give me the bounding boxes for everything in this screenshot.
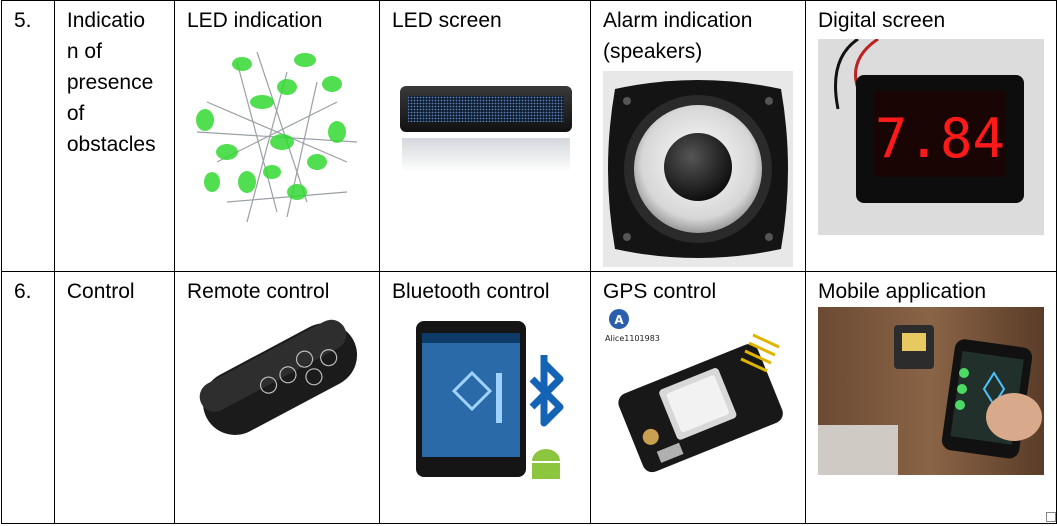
cell-label: Mobile application [817,280,987,303]
row-number: 6. [1,271,55,524]
cell-digital-screen: Digital screen 7.84 [804,0,1057,272]
row-number: 5. [1,0,55,272]
cell-remote-control: Remote control [173,271,380,524]
cell-label: Alarm indication (speakers) [602,9,753,63]
speaker-icon [602,71,793,267]
cell-label: Digital screen [817,9,946,32]
cell-label: LED screen [391,9,502,32]
cell-led-screen: LED screen [378,0,591,272]
cell-label: LED indication [186,9,323,32]
cell-label: GPS control [602,280,717,303]
row-category: Indicatio n of presence of obstacles [53,0,175,272]
table-row: 6. Control Remote control [1,271,1057,524]
cell-label: Remote control [186,280,330,303]
mobile-app-robot-icon [817,307,1044,475]
led-name-badge-icon [391,42,578,202]
cell-mobile-application: Mobile application [804,271,1057,524]
row-category: Control [53,271,175,524]
watermark-text: Alice1101983 [605,334,660,343]
cell-gps-control: GPS control A Alice1101983 [589,271,806,524]
table-resize-handle[interactable] [1046,512,1056,522]
cell-led-indication: LED indication [173,0,380,272]
remote-control-icon [186,309,367,459]
cell-alarm-indication: Alarm indication (speakers) [589,0,806,272]
gps-module-icon: A Alice1101983 [602,307,793,477]
cell-label: Bluetooth control [391,280,550,303]
table-row: 5. Indicatio n of presence of obstacles … [1,0,1057,272]
digital-voltmeter-icon: 7.84 [817,39,1044,235]
svg-text:A: A [614,313,624,327]
cell-bluetooth-control: Bluetooth control [378,271,591,524]
phone-bluetooth-icon [391,311,578,481]
display-value: 7.84 [875,107,1005,170]
green-leds-icon [186,42,367,228]
